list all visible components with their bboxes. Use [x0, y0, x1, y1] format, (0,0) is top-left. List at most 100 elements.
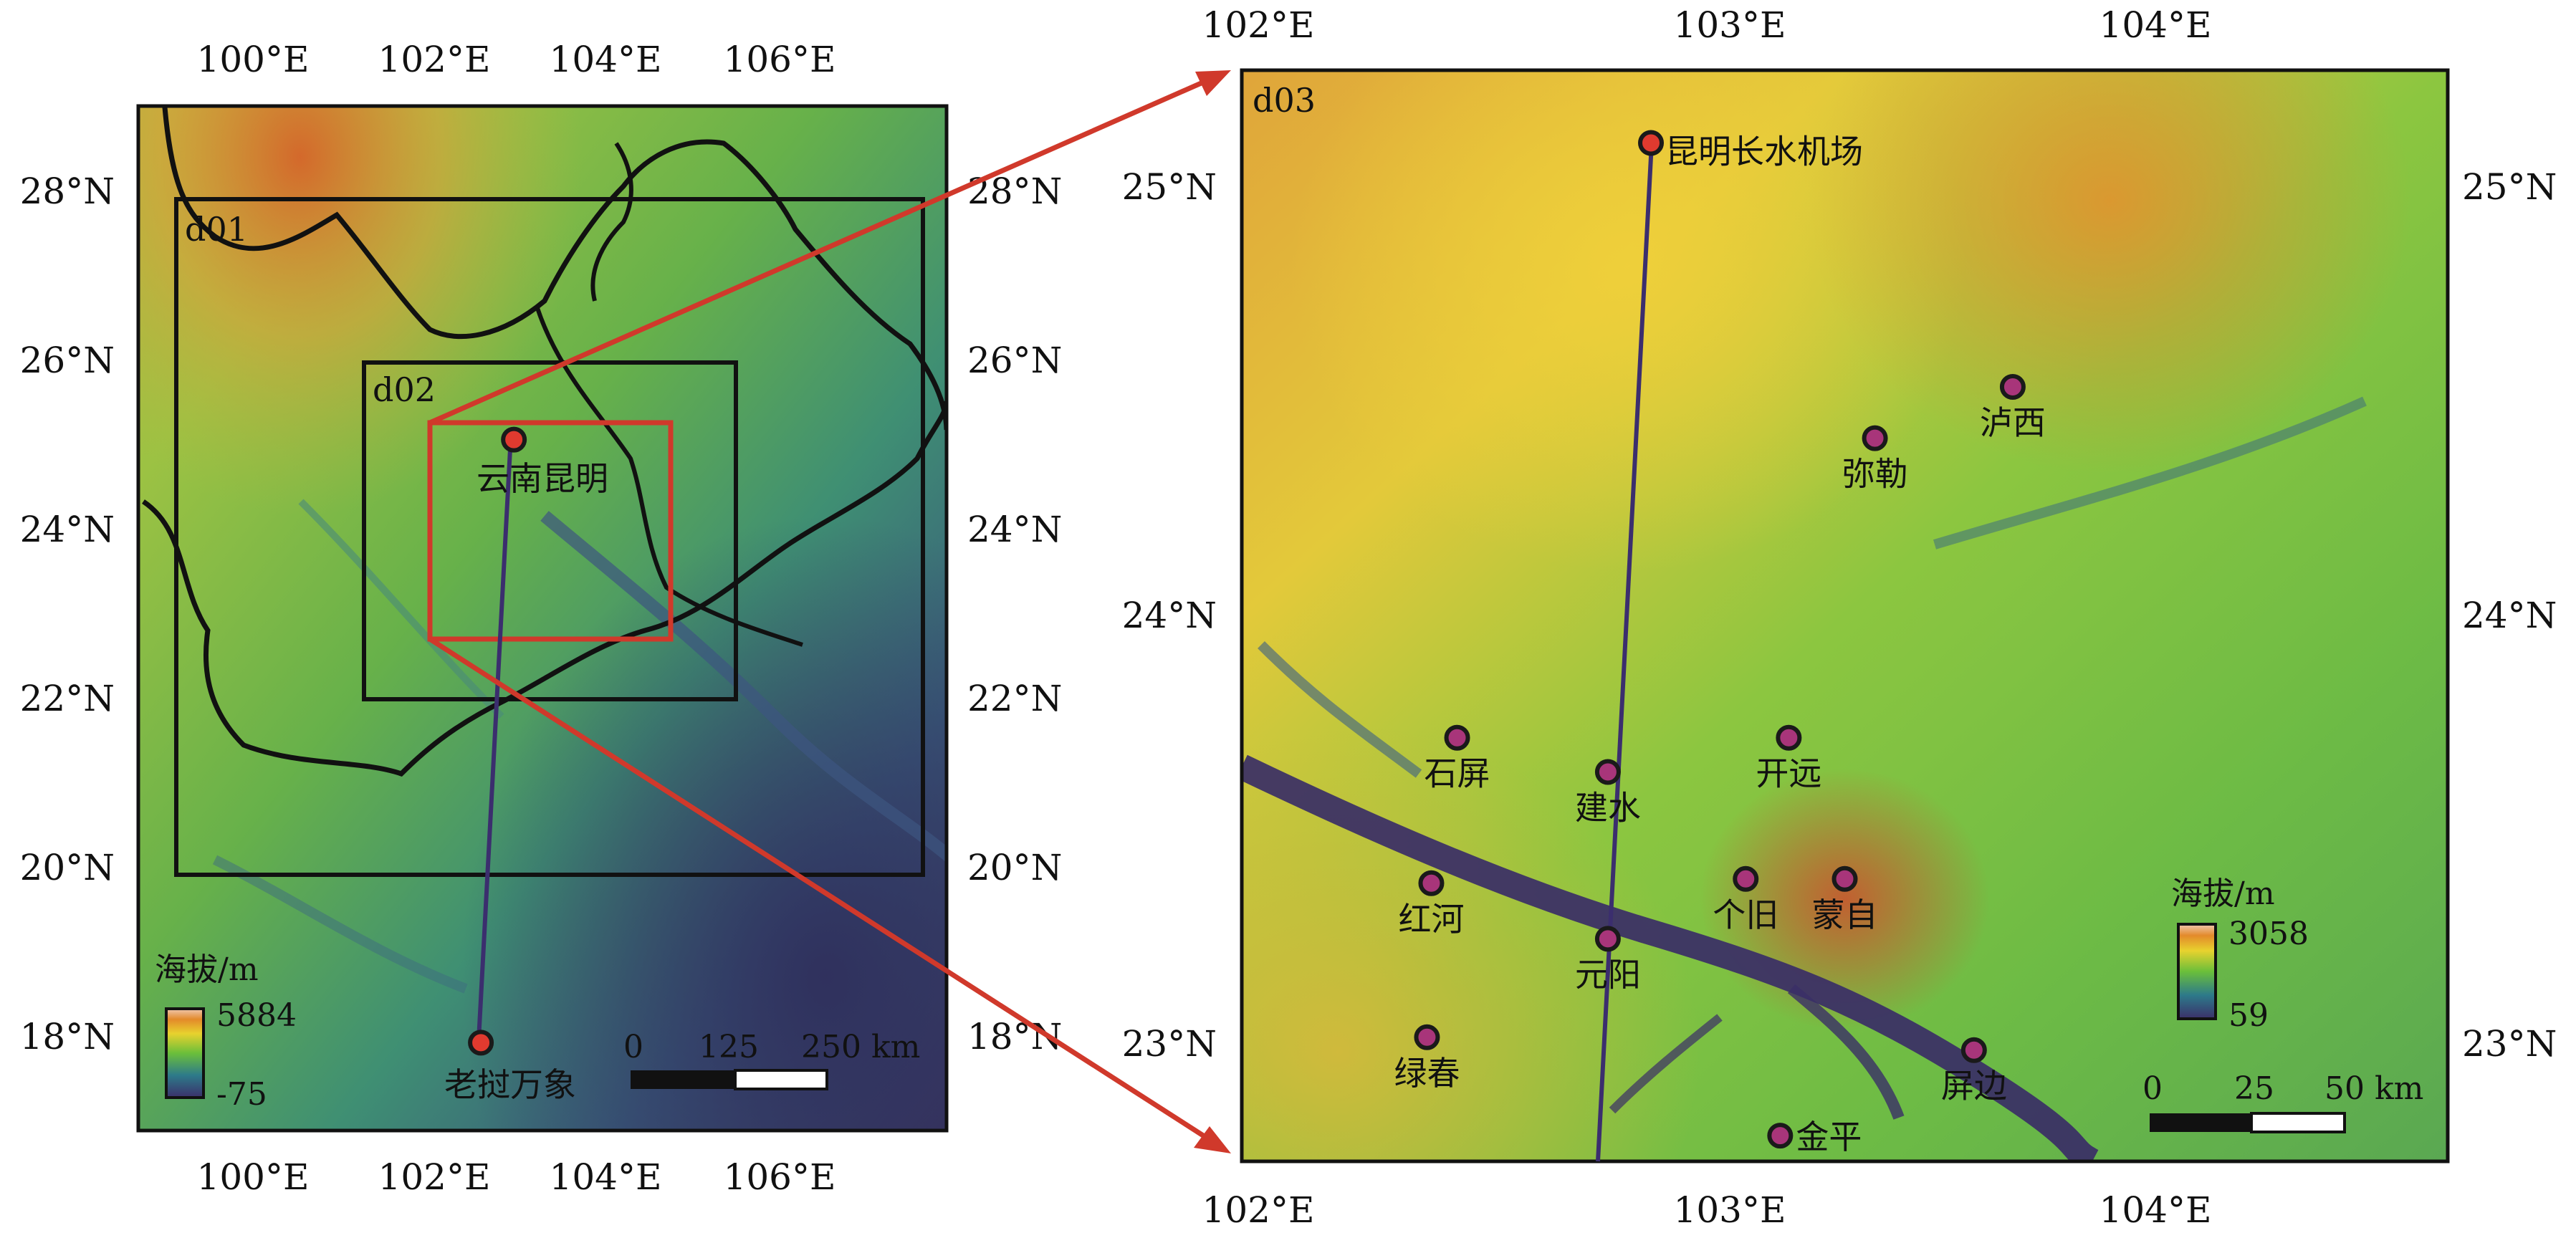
domain-d02-label: d02 — [373, 370, 436, 409]
left-lat-ticks-right: 28°N 26°N 24°N 22°N 20°N 18°N — [967, 171, 1062, 1057]
domain-d01-box — [174, 197, 925, 877]
station-label-6: 红河 — [1398, 900, 1464, 939]
right-lon-tick-bottom-104: 104°E — [2099, 1189, 2212, 1231]
country-border — [142, 400, 947, 777]
station-marker-1 — [1999, 373, 2026, 400]
station-label-7: 个旧 — [1713, 896, 1778, 934]
station-label-1: 泸西 — [1980, 403, 2046, 442]
left-lat-tick-left-22: 22°N — [20, 678, 115, 719]
station-marker-0 — [1638, 130, 1665, 156]
right-legend-max: 3058 — [2228, 916, 2309, 952]
left-lat-tick-right-26: 26°N — [967, 340, 1062, 381]
left-lon-tick-bottom-106: 106°E — [724, 1156, 836, 1198]
left-lat-tick-right-28: 28°N — [967, 171, 1062, 212]
right-legend-colorbar — [2177, 923, 2217, 1020]
station-marker-4 — [1594, 759, 1621, 785]
left-lat-tick-right-20: 20°N — [967, 847, 1062, 888]
station-marker-11 — [1960, 1037, 1987, 1063]
left-lat-tick-left-28: 28°N — [20, 171, 115, 212]
left-lon-tick-bottom-102: 102°E — [378, 1156, 491, 1198]
left-lon-ticks-bottom: 100°E 102°E 104°E 106°E — [197, 1156, 836, 1198]
left-legend-title: 海拔/m — [155, 951, 259, 988]
right-lat-tick-left-24: 24°N — [1122, 595, 1217, 636]
station-marker-2 — [1862, 425, 1888, 451]
station-label-4: 建水 — [1575, 788, 1641, 827]
station-marker-8 — [1832, 865, 1858, 892]
left-scale-bar: 0 125 250 km — [623, 1029, 920, 1090]
left-scale-label-2: 250 km — [801, 1029, 920, 1065]
station-marker-vientiane — [468, 1030, 494, 1056]
domain-d03-label: d03 — [1253, 81, 1316, 120]
left-lat-ticks-left: 28°N 26°N 24°N 22°N 20°N 18°N — [20, 171, 115, 1057]
right-lon-ticks-top: 102°E 103°E 104°E — [1202, 4, 2212, 46]
station-marker-12 — [1767, 1123, 1794, 1149]
station-marker-9 — [1594, 926, 1621, 952]
right-legend-title: 海拔/m — [2171, 875, 2275, 912]
station-label-8: 蒙自 — [1812, 896, 1878, 934]
left-lon-tick-top-100: 100°E — [197, 39, 310, 80]
right-map-frame — [1240, 68, 2450, 1163]
station-marker-10 — [1414, 1024, 1440, 1050]
left-map-frame — [136, 104, 949, 1133]
left-lon-tick-top-104: 104°E — [550, 39, 662, 80]
station-marker-5 — [1776, 724, 1802, 751]
station-label-vientiane: 老挝万象 — [444, 1065, 576, 1104]
zoom-arrows — [428, 70, 1231, 1153]
right-lat-tick-left-23: 23°N — [1122, 1023, 1217, 1065]
station-marker-3 — [1444, 724, 1470, 751]
right-lon-tick-bottom-102: 102°E — [1202, 1189, 1315, 1231]
left-scale-label-1: 125 — [699, 1029, 759, 1065]
right-scale-label-0: 0 — [2142, 1070, 2163, 1107]
station-label-10: 绿春 — [1394, 1054, 1460, 1093]
transect-line-right — [1596, 143, 1654, 1162]
right-lat-ticks-right: 25°N 24°N 23°N — [2462, 166, 2557, 1065]
station-marker-7 — [1733, 865, 1759, 892]
right-scale-bar: 0 25 50 km — [2142, 1070, 2423, 1133]
left-legend-max: 5884 — [216, 997, 297, 1034]
left-lon-tick-bottom-100: 100°E — [197, 1156, 310, 1198]
left-legend-colorbar — [165, 1007, 205, 1099]
river-valley — [1242, 754, 2099, 1161]
station-label-2: 弥勒 — [1842, 455, 1908, 494]
right-lat-tick-right-24: 24°N — [2462, 595, 2557, 636]
left-lat-tick-right-24: 24°N — [967, 509, 1062, 550]
transect-line-left — [477, 435, 513, 1041]
left-lat-tick-right-22: 22°N — [967, 678, 1062, 719]
station-label-5: 开远 — [1756, 754, 1821, 793]
left-lon-tick-top-102: 102°E — [378, 39, 491, 80]
station-label-3: 石屏 — [1425, 754, 1490, 793]
right-lon-ticks-bottom: 102°E 103°E 104°E — [1202, 1189, 2212, 1231]
station-marker-6 — [1418, 870, 1445, 896]
left-legend-min: -75 — [216, 1076, 267, 1113]
station-label-0: 昆明长水机场 — [1665, 133, 1863, 171]
right-lat-tick-left-25: 25°N — [1122, 166, 1217, 208]
left-legend: 海拔/m 5884 -75 — [155, 951, 297, 1113]
left-lat-tick-left-24: 24°N — [20, 509, 115, 550]
right-lon-tick-top-102: 102°E — [1202, 4, 1315, 46]
right-scale-label-2: 50 km — [2324, 1070, 2423, 1107]
left-lon-tick-bottom-104: 104°E — [550, 1156, 662, 1198]
left-lat-tick-left-26: 26°N — [20, 340, 115, 381]
domain-d03-box — [427, 420, 674, 642]
left-scale-label-0: 0 — [623, 1029, 643, 1065]
left-lon-ticks-top: 100°E 102°E 104°E 106°E — [197, 39, 836, 80]
left-lat-tick-left-18: 18°N — [20, 1016, 115, 1057]
station-marker-kunming — [501, 426, 527, 453]
left-map: d01 d02 云南昆明 老挝万象 海拔/m 5884 -75 0 125 25… — [20, 39, 1063, 1198]
right-lon-tick-bottom-103: 103°E — [1674, 1189, 1786, 1231]
station-label-12: 金平 — [1796, 1118, 1862, 1156]
right-scale-label-1: 25 — [2234, 1070, 2274, 1107]
right-terrain — [1242, 70, 2448, 1161]
right-legend: 海拔/m 3058 59 — [2171, 875, 2309, 1034]
right-lon-tick-top-104: 104°E — [2099, 4, 2212, 46]
domain-d02-box — [362, 360, 738, 701]
province-border — [162, 107, 947, 431]
left-lat-tick-left-20: 20°N — [20, 847, 115, 888]
left-lon-tick-top-106: 106°E — [724, 39, 836, 80]
right-legend-min: 59 — [2228, 997, 2269, 1034]
station-label-kunming: 云南昆明 — [477, 459, 608, 498]
station-label-11: 屏边 — [1941, 1067, 2007, 1105]
